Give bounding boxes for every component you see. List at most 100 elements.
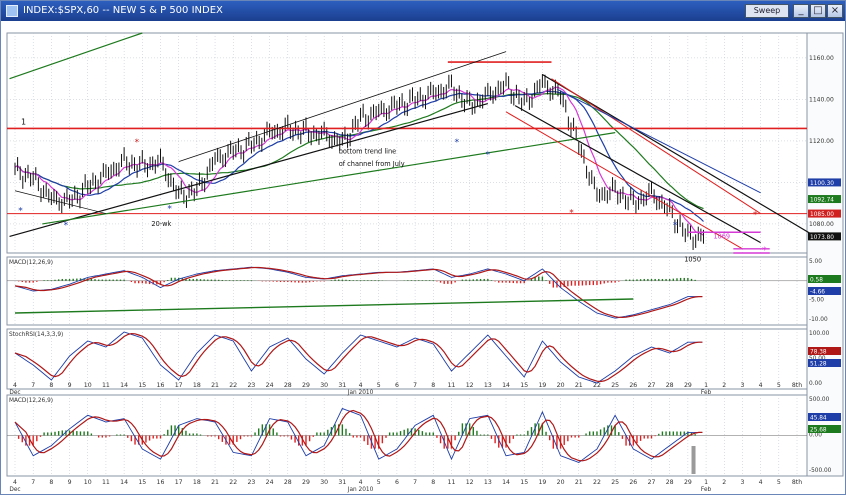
star-marker: *	[673, 221, 678, 231]
close-icon[interactable]: ×	[827, 4, 843, 18]
x-tick-label: 16	[157, 382, 165, 389]
price-marker-box	[808, 232, 841, 241]
price-marker-box	[808, 209, 841, 218]
panel-axis-label: -500.00	[809, 468, 832, 474]
x-tick-label: 30	[320, 479, 328, 486]
panel-marker-label: 25.68	[810, 428, 827, 434]
panel-axis-label: 500.00	[809, 397, 830, 403]
x-tick-label: 7	[31, 479, 35, 486]
price-axis-label: 1080.00	[809, 221, 834, 228]
price-marker-label: 1085.00	[810, 212, 834, 218]
x-tick-label: 25	[611, 479, 619, 486]
x-tick-label: 28	[284, 479, 292, 486]
panel-axis-label: 0.00	[809, 433, 822, 439]
panel-marker-box	[808, 413, 841, 421]
price-marker-label: 1092.74	[810, 198, 834, 204]
window-title: INDEX:$SPX,60 -- NEW S & P 500 INDEX	[23, 5, 223, 16]
x-tick-label: 22	[229, 479, 237, 486]
sweep-button[interactable]: Sweep	[745, 4, 789, 18]
star-marker: *	[167, 204, 172, 214]
oscillator-line	[14, 407, 703, 464]
x-month-label: Feb	[701, 487, 712, 493]
wave-count-label: 1	[21, 117, 26, 126]
panel-marker-label: 78.38	[810, 350, 827, 356]
x-tick-label: 6	[395, 382, 399, 389]
panel-title: StochRSI(14,3,3,9)	[9, 332, 63, 338]
channel-bottom-line	[9, 102, 488, 237]
x-tick-label: 6	[395, 479, 399, 486]
star-marker: *	[762, 246, 767, 256]
x-tick-label: 18	[193, 382, 201, 389]
annotation-bottom-trend-line: bottom trend line	[339, 147, 397, 155]
x-month-label: Dec	[9, 487, 20, 493]
x-tick-label: 29	[302, 382, 310, 389]
x-tick-label: 17	[175, 382, 183, 389]
x-month-label: Jan 2010	[347, 390, 374, 396]
x-tick-label: 8th	[792, 382, 802, 389]
x-tick-label: 8	[49, 382, 53, 389]
pane-frame-2	[6, 328, 808, 390]
x-tick-label: 2	[722, 382, 726, 389]
panel-marker-label: 51.28	[810, 362, 827, 368]
x-tick-label: 17	[175, 479, 183, 486]
x-tick-label: 5	[777, 382, 781, 389]
x-tick-label: 20	[557, 382, 565, 389]
x-tick-label: 7	[413, 479, 417, 486]
signal-line	[14, 332, 703, 383]
x-tick-label: 27	[648, 479, 656, 486]
x-tick-label: 11	[448, 479, 456, 486]
annotation-1069: 1069	[713, 232, 730, 240]
panel-marker-label: 45.84	[810, 416, 827, 422]
x-tick-label: 15	[138, 479, 146, 486]
x-tick-label: 19	[538, 382, 546, 389]
x-tick-label: 7	[413, 382, 417, 389]
x-tick-label: 20	[557, 479, 565, 486]
macd-trend-line	[14, 298, 634, 314]
x-tick-label: 3	[740, 382, 744, 389]
panel-marker-box	[808, 287, 841, 295]
title-bar: INDEX:$SPX,60 -- NEW S & P 500 INDEX Swe…	[1, 1, 845, 21]
panel-marker-label: 0.58	[810, 278, 823, 284]
panel-axis-label: -5.00	[809, 298, 824, 304]
volume-spike	[691, 446, 696, 474]
signal-line	[14, 409, 703, 462]
x-tick-label: 8th	[792, 479, 802, 486]
minimize-icon[interactable]: _	[793, 4, 809, 18]
x-tick-label: 16	[157, 479, 165, 486]
star-marker: *	[569, 209, 574, 219]
x-tick-label: 21	[211, 382, 219, 389]
price-marker-label: 1073.80	[810, 235, 834, 241]
x-tick-label: 2	[722, 479, 726, 486]
x-tick-label: 15	[520, 479, 528, 486]
long-term-trend-line	[9, 32, 143, 80]
x-tick-label: 15	[138, 382, 146, 389]
price-axis-label: 1120.00	[809, 138, 834, 145]
x-tick-label: 27	[648, 382, 656, 389]
x-tick-label: 11	[102, 382, 110, 389]
x-tick-label: 4	[359, 382, 363, 389]
x-tick-label: 14	[120, 382, 128, 389]
signal-line	[14, 266, 703, 319]
red-channel-1	[551, 78, 761, 214]
x-tick-label: 1	[704, 382, 708, 389]
x-tick-label: 5	[377, 479, 381, 486]
price-axis-label: 1140.00	[809, 96, 834, 103]
panel-marker-box	[808, 359, 841, 367]
x-tick-label: 11	[102, 479, 110, 486]
x-tick-label: 21	[211, 479, 219, 486]
x-tick-label: 24	[266, 382, 274, 389]
x-tick-label: 26	[629, 382, 637, 389]
panel-marker-box	[808, 347, 841, 355]
x-tick-label: 22	[229, 382, 237, 389]
price-axis-label: 1160.00	[809, 55, 834, 62]
blue-channel-line	[556, 88, 761, 194]
x-tick-label: 9	[68, 382, 72, 389]
panel-axis-label: 0.00	[809, 381, 822, 387]
maximize-icon[interactable]: □	[810, 4, 826, 18]
panel-title: MACD(12,26,9)	[9, 398, 53, 404]
x-tick-label: 4	[13, 382, 17, 389]
pane-frame-1	[6, 256, 808, 326]
x-tick-label: 24	[266, 479, 274, 486]
x-tick-label: 29	[302, 479, 310, 486]
x-tick-label: 4	[759, 479, 763, 486]
